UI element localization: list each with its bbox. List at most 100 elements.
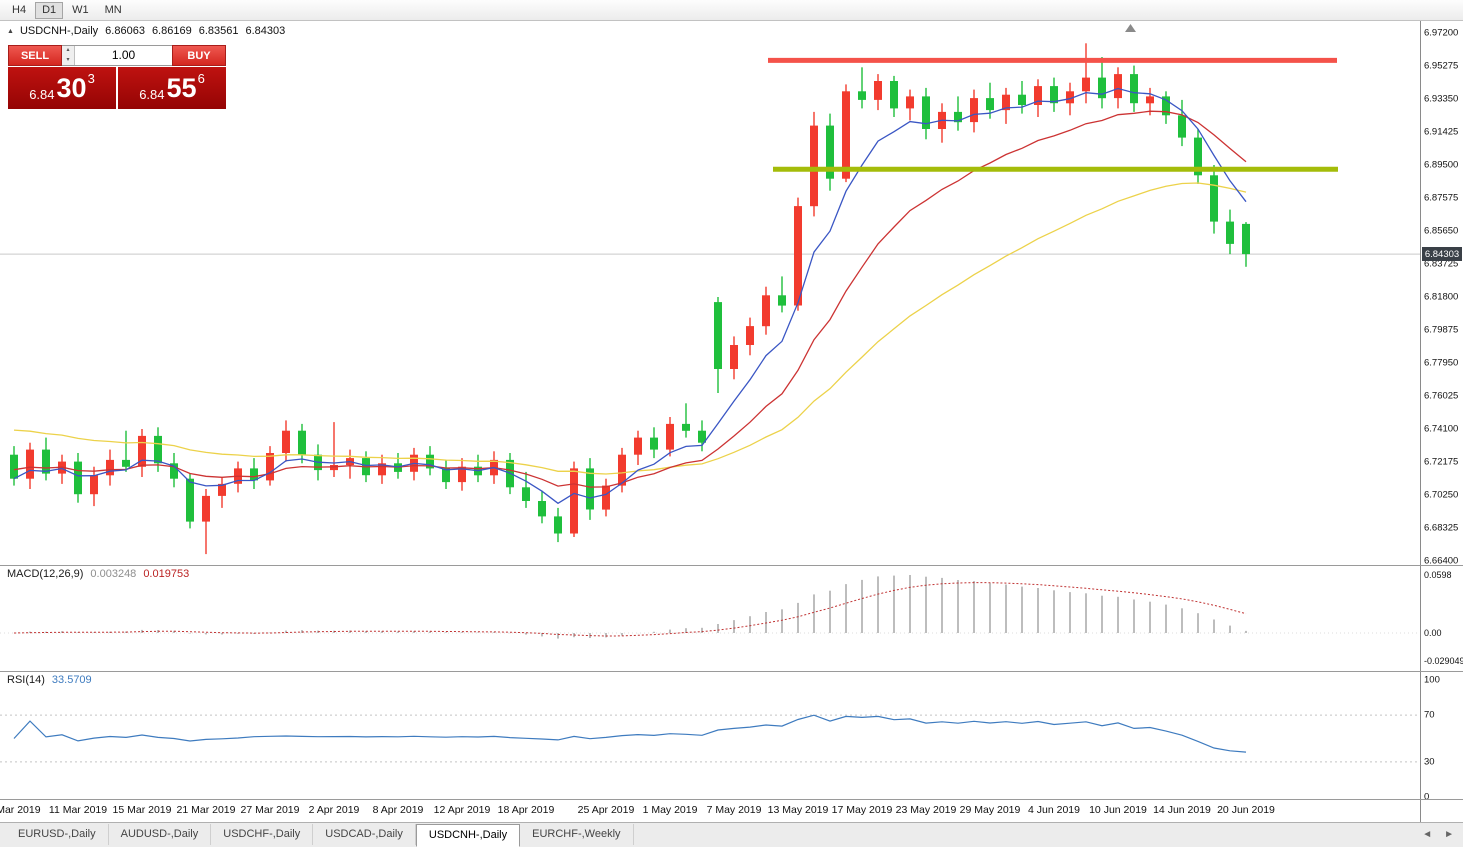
candle-down [442, 459, 450, 489]
candle-up [330, 422, 338, 477]
date-label: 29 May 2019 [959, 804, 1021, 816]
price-chart-canvas[interactable] [0, 21, 1420, 566]
price-axis-label: 6.72175 [1424, 456, 1459, 468]
candle-up [666, 417, 674, 457]
tab-usdcad-daily[interactable]: USDCAD-,Daily [313, 824, 416, 845]
current-price-badge: 6.84303 [1422, 247, 1462, 262]
macd-axis-label: 0.00 [1424, 628, 1442, 638]
candle-up [938, 103, 946, 143]
timeframe-toolbar: H4 D1 W1 MN [0, 0, 1463, 21]
sell-price-prefix: 6.84 [29, 87, 55, 102]
macd-signal-value: 0.019753 [143, 568, 190, 580]
one-click-trading-panel: SELL ▴ ▾ 1.00 BUY 6.84 30 3 6.84 55 6 [8, 45, 226, 109]
price-axis-label: 6.91425 [1424, 126, 1459, 138]
tab-eurchf-weekly[interactable]: EURCHF-,Weekly [520, 824, 634, 845]
period-button-w1[interactable]: W1 [65, 2, 96, 19]
date-label: 21 Mar 2019 [176, 804, 236, 816]
candle-down [826, 113, 834, 191]
candle-down [778, 276, 786, 313]
macd-name: MACD(12,26,9) [7, 568, 84, 580]
candle-up [618, 447, 626, 493]
candle-up [26, 442, 34, 489]
rsi-name: RSI(14) [7, 674, 45, 686]
macd-axis[interactable]: 0.0598 0.00 -0.029049 [1420, 566, 1463, 671]
rsi-pane[interactable]: RSI(14) 33.5709 100 70 30 0 [0, 672, 1463, 800]
period-button-d1[interactable]: D1 [35, 1, 64, 19]
sell-button[interactable]: SELL [8, 45, 62, 66]
rsi-label-row: RSI(14) 33.5709 [7, 674, 92, 686]
macd-canvas[interactable] [0, 566, 1420, 672]
candle-up [138, 429, 146, 477]
time-axis[interactable]: 5 Mar 2019 11 Mar 2019 15 Mar 2019 21 Mar 2… [0, 800, 1463, 822]
volume-input[interactable]: ▴ ▾ 1.00 [62, 45, 172, 66]
buy-button[interactable]: BUY [172, 45, 226, 66]
candle-down [586, 458, 594, 520]
ohlc-open: 6.86063 [105, 25, 145, 37]
macd-axis-label: -0.029049 [1424, 656, 1463, 667]
tab-scroll-arrows: ◄ ► [1422, 829, 1454, 840]
candle-down [1178, 99, 1186, 147]
candle-down [858, 67, 866, 109]
candle-up [746, 317, 754, 356]
period-button-h4[interactable]: H4 [5, 2, 33, 19]
buy-price[interactable]: 6.84 55 6 [118, 67, 226, 109]
candle-down [298, 423, 306, 464]
candle-up [762, 286, 770, 335]
price-chart-pane[interactable]: ▲ USDCNH-,Daily 6.86063 6.86169 6.83561 … [0, 21, 1463, 566]
tab-audusd-daily[interactable]: AUDUSD-,Daily [109, 824, 212, 845]
candle-up [202, 489, 210, 555]
date-label: 14 Jun 2019 [1153, 804, 1211, 816]
candle-down [522, 471, 530, 508]
rsi-axis[interactable]: 100 70 30 0 [1420, 672, 1463, 799]
buy-price-point: 6 [197, 71, 205, 86]
macd-main-value: 0.003248 [90, 568, 137, 580]
candle-up [570, 461, 578, 537]
candle-down [954, 96, 962, 131]
price-axis[interactable]: 6.84303 6.97200 6.95275 6.93350 6.91425 6.89… [1420, 21, 1463, 565]
candle-down [538, 490, 546, 524]
one-click-toggle-icon[interactable]: ▲ [7, 27, 14, 35]
candle-down [714, 297, 722, 393]
tab-usdchf-daily[interactable]: USDCHF-,Daily [211, 824, 314, 845]
candle-up [266, 446, 274, 486]
candle-down [10, 446, 18, 486]
candle-up [1034, 79, 1042, 117]
date-label: 5 Mar 2019 [0, 804, 41, 816]
price-axis-label: 6.81800 [1424, 291, 1459, 303]
candle-up [874, 74, 882, 111]
candle-down [650, 427, 658, 459]
tab-usdcnh-daily[interactable]: USDCNH-,Daily [415, 824, 521, 847]
price-axis-label: 6.74100 [1424, 423, 1459, 435]
candle-down [890, 75, 898, 117]
candle-up [730, 336, 738, 380]
rsi-canvas[interactable] [0, 672, 1420, 800]
tabs-scroll-left-icon[interactable]: ◄ [1422, 829, 1433, 840]
macd-label-row: MACD(12,26,9) 0.003248 0.019753 [7, 568, 189, 580]
candle-down [170, 453, 178, 488]
price-axis-label: 6.97200 [1424, 27, 1459, 39]
price-axis-label: 6.68325 [1424, 522, 1459, 534]
volume-value[interactable]: 1.00 [111, 48, 136, 62]
macd-pane[interactable]: MACD(12,26,9) 0.003248 0.019753 0.0598 0.… [0, 566, 1463, 672]
date-label: 1 May 2019 [642, 804, 698, 816]
spinner-down-icon[interactable]: ▾ [66, 56, 70, 63]
tab-eurusd-daily[interactable]: EURUSD-,Daily [6, 824, 109, 845]
sell-price[interactable]: 6.84 30 3 [8, 67, 116, 109]
chart-title-row: ▲ USDCNH-,Daily 6.86063 6.86169 6.83561 … [7, 25, 285, 37]
date-label: 23 May 2019 [895, 804, 957, 816]
date-label: 13 May 2019 [767, 804, 829, 816]
spinner-up-icon[interactable]: ▴ [66, 47, 70, 53]
buy-price-prefix: 6.84 [139, 87, 165, 102]
volume-spinner[interactable]: ▴ ▾ [62, 46, 75, 65]
chart-shift-marker[interactable] [1125, 24, 1136, 32]
candle-down [1242, 222, 1250, 267]
rsi-value: 33.5709 [51, 674, 92, 686]
candle-down [1194, 129, 1202, 184]
tabs-scroll-right-icon[interactable]: ► [1444, 829, 1454, 840]
candle-down [1210, 165, 1218, 234]
price-axis-label: 6.89500 [1424, 159, 1459, 171]
candle-up [906, 89, 914, 121]
period-button-mn[interactable]: MN [98, 2, 129, 19]
ma-mid-line [13, 110, 1247, 488]
date-label: 12 Apr 2019 [433, 804, 491, 816]
